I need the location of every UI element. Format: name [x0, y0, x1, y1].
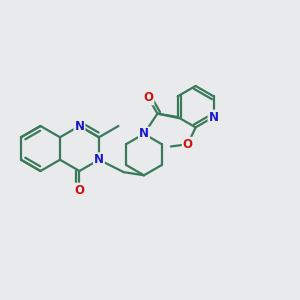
Text: O: O [183, 138, 193, 151]
Text: N: N [139, 128, 149, 140]
Text: O: O [74, 184, 85, 196]
Text: O: O [143, 92, 154, 104]
Text: N: N [208, 110, 219, 124]
Text: N: N [94, 153, 104, 166]
Text: N: N [74, 119, 85, 133]
